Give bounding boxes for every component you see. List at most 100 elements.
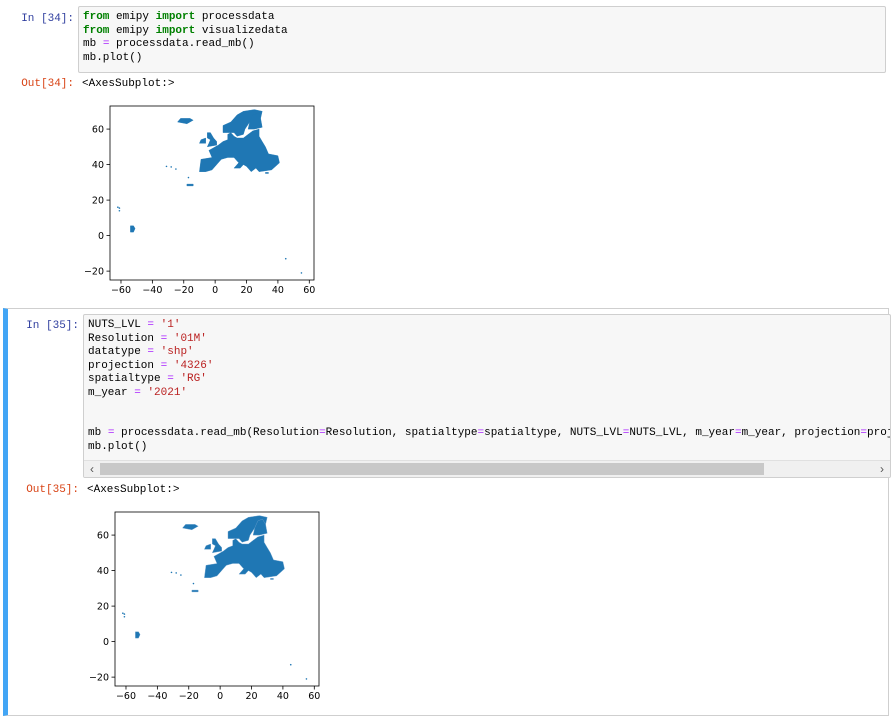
y-tick-label: −20 <box>89 672 109 683</box>
region-shape <box>211 538 222 554</box>
code-token: mb <box>88 427 108 439</box>
region-shape <box>199 137 206 144</box>
region-shape <box>265 172 269 174</box>
island-point <box>170 571 173 574</box>
code-token <box>154 319 161 331</box>
axes-frame <box>114 511 320 687</box>
code-line: projection = '4326' <box>88 360 886 374</box>
island-point <box>192 582 195 585</box>
x-tick-label: 20 <box>245 691 257 702</box>
x-tick-label: −60 <box>116 691 136 702</box>
y-tick-label: 20 <box>97 601 109 612</box>
code-token: emipy <box>109 11 156 23</box>
output-text: <AxesSubplot:> <box>82 78 175 90</box>
code-token: import <box>155 11 196 23</box>
map-plot: −60 −40 −20 0 20 40 60 −20 0 20 40 60 <box>78 98 328 303</box>
island-point <box>118 207 121 209</box>
y-tick-label: 40 <box>92 160 104 171</box>
code-token: import <box>155 24 196 37</box>
code-token: NUTS_LVL <box>88 319 148 331</box>
y-tick-label: −20 <box>84 266 104 277</box>
code-line: mb = processdata.read_mb() <box>83 38 881 52</box>
island-point <box>118 209 121 212</box>
code-token: m_year <box>88 386 135 399</box>
code-line <box>88 414 886 428</box>
scroll-right-icon[interactable]: › <box>880 462 884 476</box>
code-line: datatype = 'shp' <box>88 346 886 360</box>
x-tick-label: 20 <box>240 285 252 296</box>
code-token: = <box>147 346 155 358</box>
code-token: processdata.read_mb() <box>109 38 255 50</box>
island-point <box>175 572 177 574</box>
code-token: = <box>477 427 485 439</box>
code-token: = <box>622 427 630 439</box>
region-shape <box>177 118 194 125</box>
code-editor[interactable]: from emipy import processdata from emipy … <box>79 7 885 69</box>
island-point <box>180 574 182 576</box>
code-token <box>167 333 174 345</box>
region-shape <box>130 225 136 233</box>
region-shape <box>186 183 194 187</box>
code-token: = <box>107 427 115 439</box>
code-token: '01M' <box>173 332 207 345</box>
output-prompt: Out[34]: <box>21 78 74 90</box>
island-point <box>117 206 119 209</box>
island-point <box>122 612 124 615</box>
island-point <box>123 615 126 618</box>
horizontal-scrollbar[interactable]: ‹ › <box>84 460 890 477</box>
scroll-left-icon[interactable]: ‹ <box>90 462 94 476</box>
island-point <box>300 272 303 274</box>
x-tick-label: 40 <box>277 691 289 702</box>
code-token: 'shp' <box>160 346 194 358</box>
island-point <box>305 678 308 680</box>
code-token: Resolution, spatialtype <box>325 427 478 439</box>
island-point <box>187 176 190 179</box>
code-input[interactable]: NUTS_LVL = '1' Resolution = '01M' datatype… <box>83 314 891 478</box>
x-tick-label: 60 <box>308 691 320 702</box>
code-line: NUTS_LVL = '1' <box>88 319 886 333</box>
scroll-thumb[interactable] <box>100 463 764 475</box>
x-tick-label: 0 <box>217 691 223 702</box>
code-editor[interactable]: NUTS_LVL = '1' Resolution = '01M' datatype… <box>84 315 890 458</box>
output-text: <AxesSubplot:> <box>87 484 180 496</box>
notebook-cell-35[interactable]: In [35]: NUTS_LVL = '1' Resolution = '01M… <box>3 308 891 716</box>
x-tick-label: 60 <box>303 285 315 296</box>
code-line: Resolution = '01M' <box>88 333 886 347</box>
code-token: '1' <box>160 319 181 331</box>
code-token: = <box>860 427 868 439</box>
x-tick-label: −40 <box>142 285 162 296</box>
y-tick-label: 60 <box>97 530 109 541</box>
code-token: = <box>147 319 155 331</box>
code-token: '2021' <box>147 386 188 399</box>
axes-frame <box>109 105 315 281</box>
y-tick-label: 0 <box>98 231 104 242</box>
region-shape <box>206 132 217 148</box>
x-tick-label: 0 <box>212 285 218 296</box>
input-prompt: In [35]: <box>26 320 79 332</box>
input-prompt: In [34]: <box>21 13 74 25</box>
code-token: = <box>319 427 326 439</box>
code-token: projection <box>88 359 161 372</box>
island-point <box>175 168 177 170</box>
code-token: projection) <box>867 427 890 439</box>
code-token: processdata.read_mb(Resolution <box>114 427 320 439</box>
code-token: spatialtype, NUTS_LVL <box>484 427 623 439</box>
code-token: = <box>102 38 110 50</box>
code-line: from emipy import visualizedata <box>83 25 881 39</box>
output-prompt: Out[35]: <box>26 484 79 496</box>
code-input[interactable]: from emipy import processdata from emipy … <box>78 6 886 73</box>
code-line: from emipy import processdata <box>83 11 881 25</box>
code-token: m_year, projection <box>741 427 861 439</box>
code-token: emipy <box>109 24 156 37</box>
island-point <box>284 257 287 260</box>
code-token: datatype <box>88 346 148 358</box>
region-shape <box>252 518 268 536</box>
island-point <box>165 165 168 168</box>
notebook-cell-34[interactable]: In [34]: from emipy import processdata fr… <box>0 0 896 302</box>
x-tick-label: −40 <box>147 691 167 702</box>
x-tick-label: 40 <box>272 285 284 296</box>
y-tick-label: 40 <box>97 566 109 577</box>
code-token: from <box>83 24 110 37</box>
code-token: = <box>167 373 174 385</box>
code-line: m_year = '2021' <box>88 387 886 401</box>
